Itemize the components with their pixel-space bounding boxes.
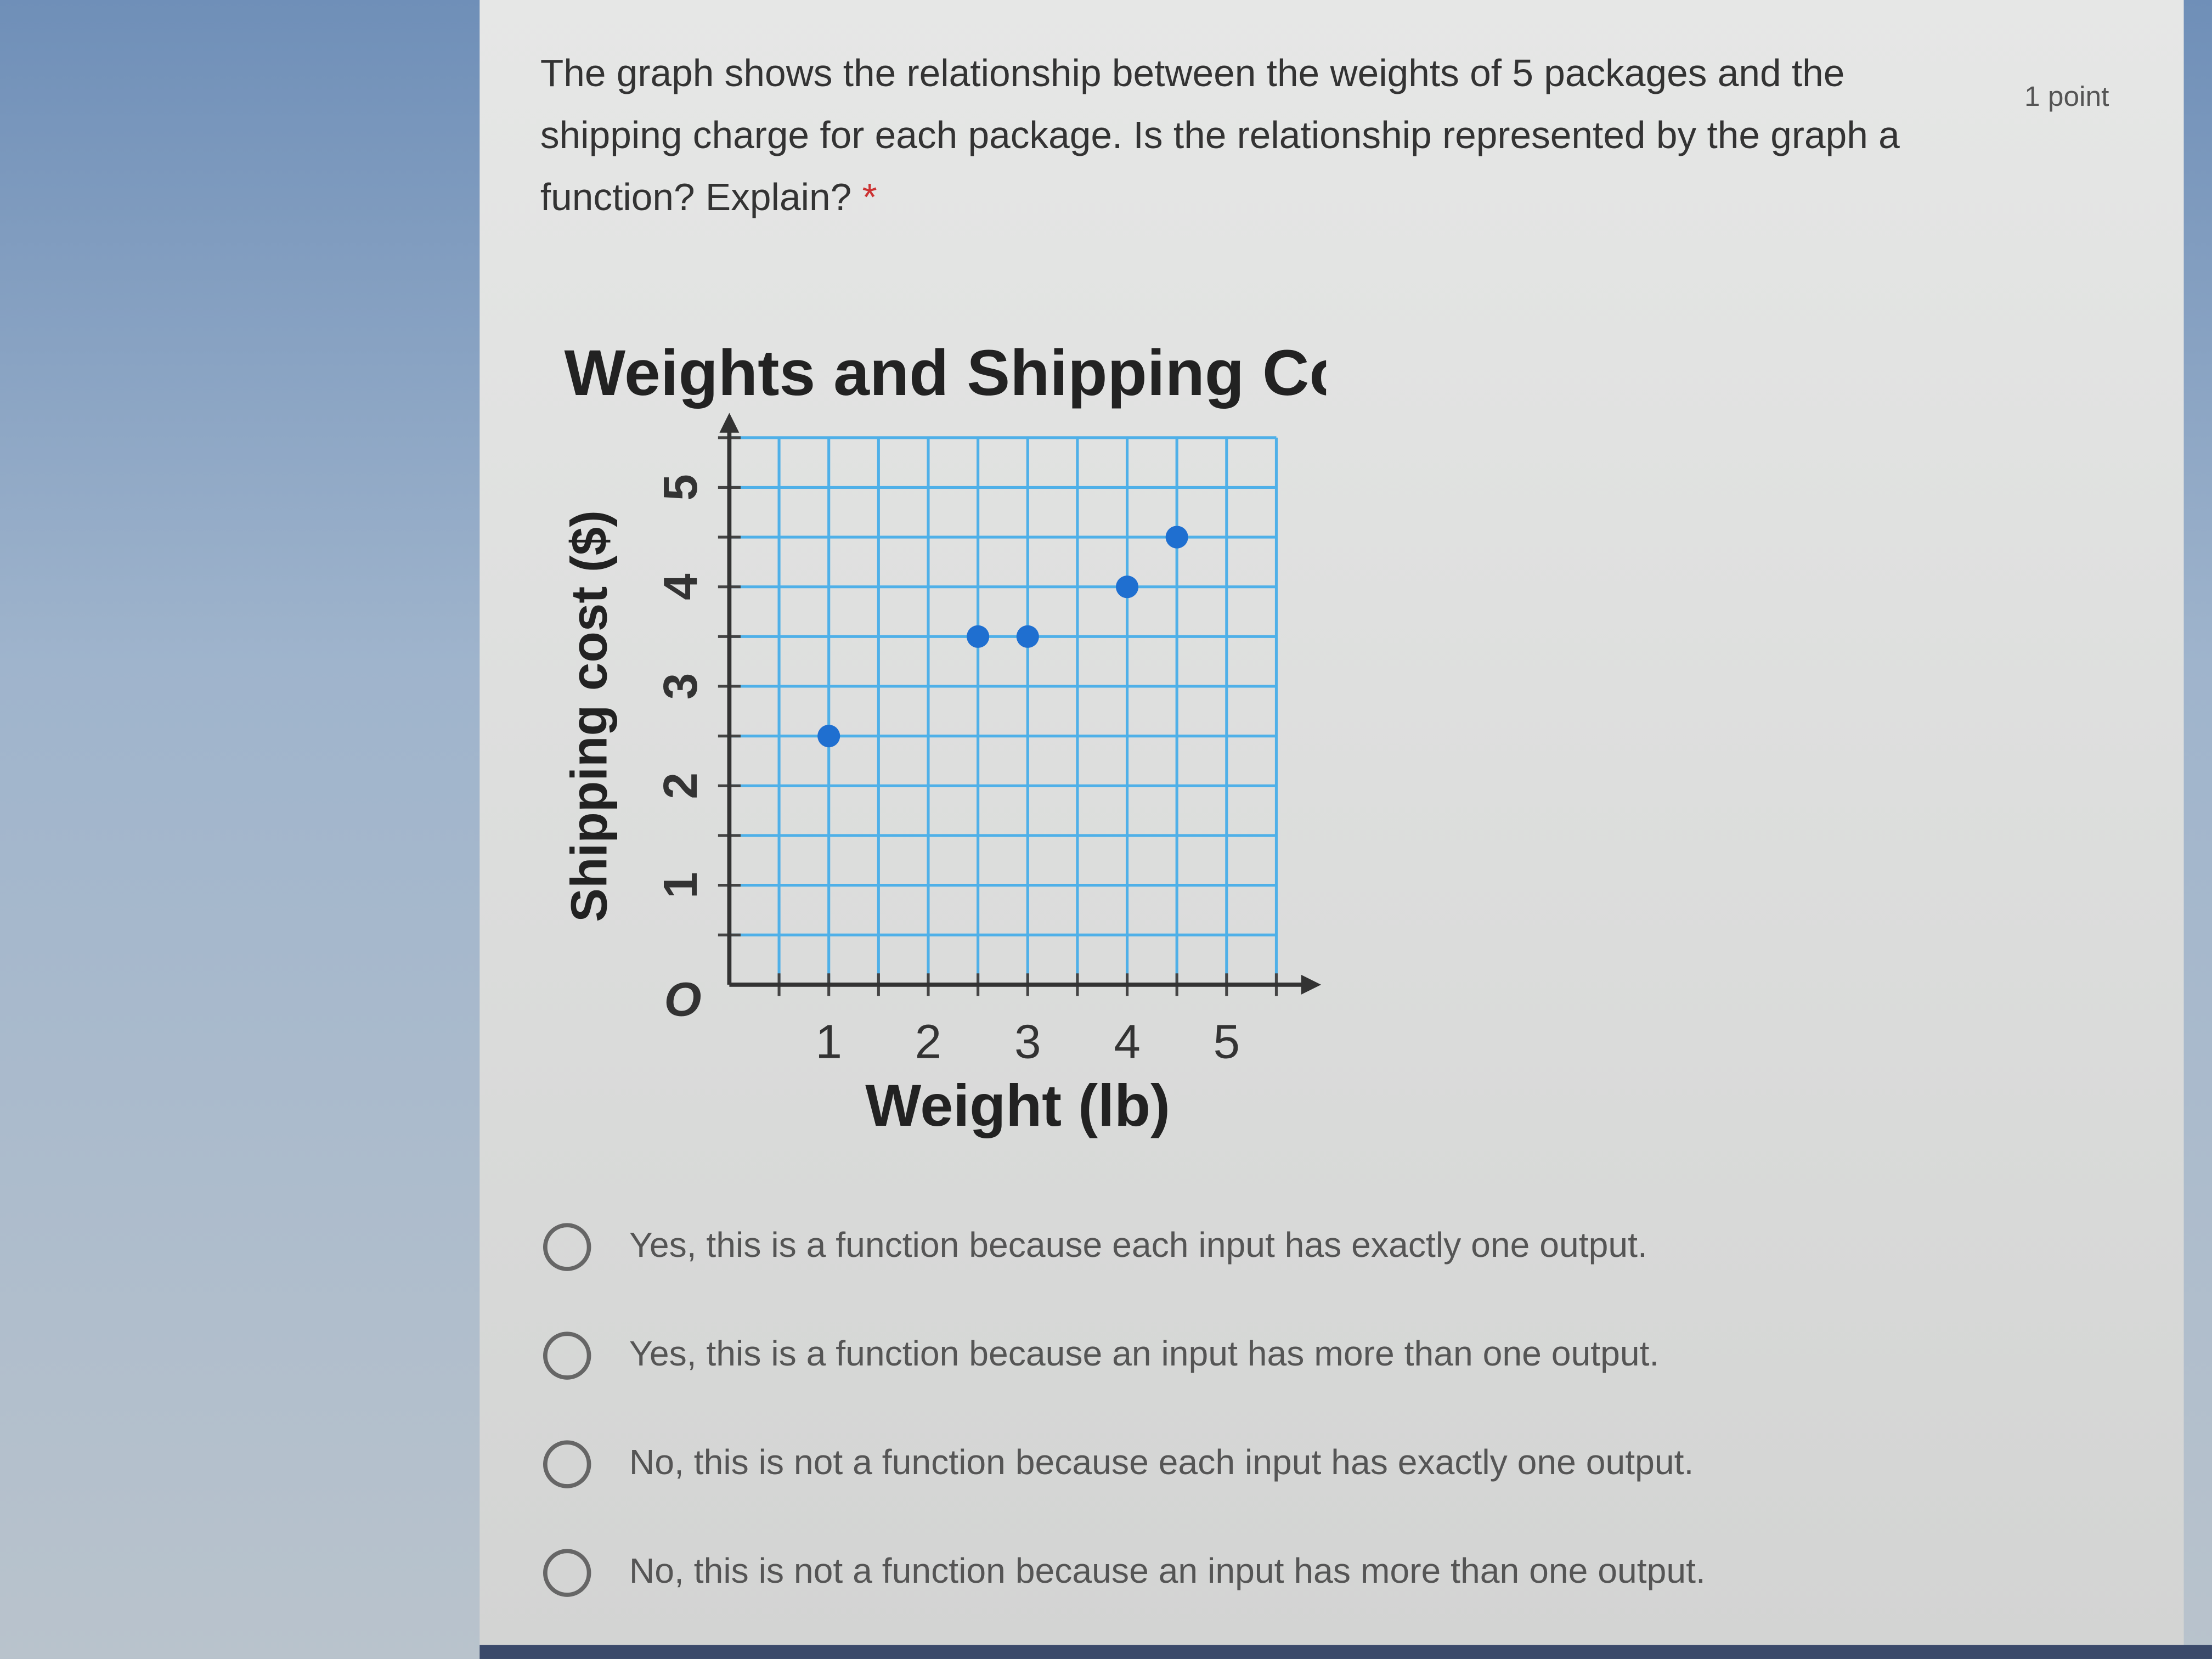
x-tick-label: 5 xyxy=(1214,1015,1240,1069)
answer-options: Yes, this is a function because each inp… xyxy=(543,1192,1706,1627)
option-label: No, this is not a function because each … xyxy=(629,1443,1694,1483)
option-label: No, this is not a function because an in… xyxy=(629,1551,1706,1592)
radio-button[interactable] xyxy=(543,1440,591,1488)
option-1[interactable]: Yes, this is a function because each inp… xyxy=(543,1192,1706,1301)
data-point xyxy=(1165,526,1188,549)
x-tick-label: 3 xyxy=(1014,1015,1041,1069)
required-mark: * xyxy=(862,176,877,219)
option-label: Yes, this is a function because an input… xyxy=(629,1334,1660,1374)
option-3[interactable]: No, this is not a function because each … xyxy=(543,1409,1706,1518)
y-tick-label: 5 xyxy=(653,474,707,501)
y-axis-arrow xyxy=(719,413,740,433)
y-tick-label: 2 xyxy=(653,772,707,799)
x-axis-arrow xyxy=(1301,974,1322,995)
radio-button[interactable] xyxy=(543,1331,591,1379)
x-tick-label: 4 xyxy=(1114,1015,1141,1069)
x-tick-label: 1 xyxy=(815,1015,842,1069)
origin-label: O xyxy=(664,972,702,1026)
y-tick-label: 1 xyxy=(653,872,707,899)
chart-title: Weights and Shipping Costs xyxy=(565,337,1327,409)
data-point xyxy=(967,625,990,648)
points-label: 1 point xyxy=(2024,82,2109,113)
question-body: The graph shows the relationship between… xyxy=(540,52,1900,219)
question-text: The graph shows the relationship between… xyxy=(540,42,1965,228)
radio-button[interactable] xyxy=(543,1548,591,1596)
data-point xyxy=(817,725,840,748)
scatter-chart: Weights and Shipping Costs 1 2 3 4 5 1 2 3 4 5 O Wei… xyxy=(561,337,1327,1138)
option-2[interactable]: Yes, this is a function because an input… xyxy=(543,1301,1706,1409)
taskbar-edge xyxy=(479,1645,2212,1659)
question-card: The graph shows the relationship between… xyxy=(479,0,2184,1645)
radio-button[interactable] xyxy=(543,1222,591,1271)
y-axis-label: Shipping cost ($) xyxy=(561,510,618,922)
option-4[interactable]: No, this is not a function because an in… xyxy=(543,1518,1706,1627)
data-point xyxy=(1016,625,1039,648)
x-axis-label: Weight (lb) xyxy=(865,1072,1170,1138)
x-tick-label: 2 xyxy=(915,1015,942,1069)
y-tick-label: 4 xyxy=(653,573,707,600)
y-tick-label: 3 xyxy=(653,673,707,700)
option-label: Yes, this is a function because each inp… xyxy=(629,1226,1647,1266)
data-point xyxy=(1115,575,1139,599)
